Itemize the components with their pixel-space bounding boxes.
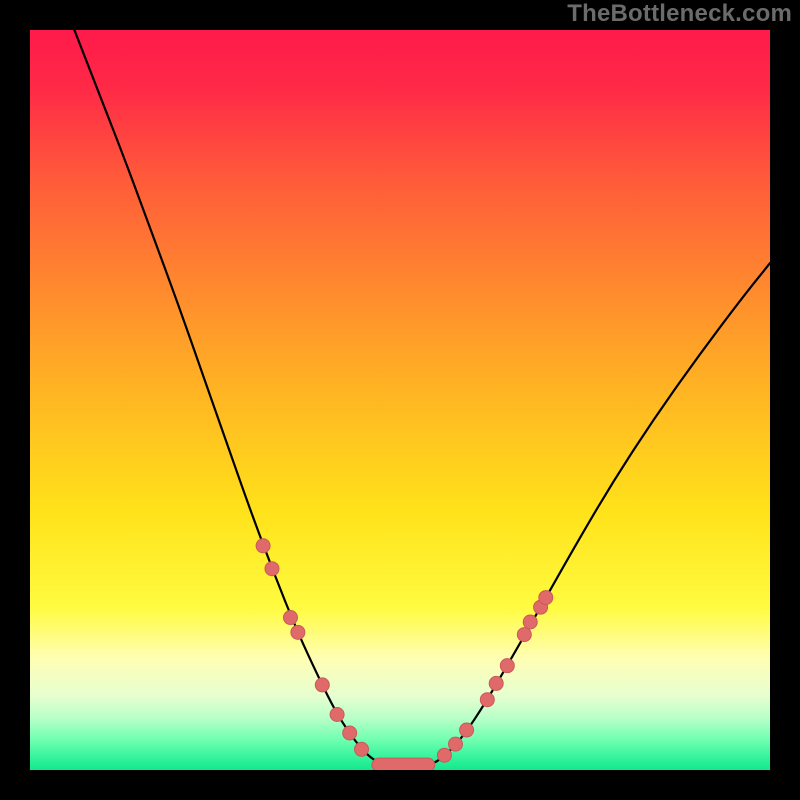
marker-dot-left	[315, 678, 329, 692]
chart-svg	[30, 30, 770, 770]
marker-dot-left	[265, 562, 279, 576]
marker-dot-left	[330, 708, 344, 722]
marker-dot-right	[500, 659, 514, 673]
marker-dot-right	[489, 676, 503, 690]
marker-bottom-bar	[372, 758, 435, 770]
bottleneck-chart	[30, 30, 770, 770]
marker-dot-right	[437, 748, 451, 762]
marker-dot-right	[523, 615, 537, 629]
marker-dot-left	[343, 726, 357, 740]
marker-dot-right	[449, 737, 463, 751]
marker-dot-right	[480, 693, 494, 707]
watermark-text: TheBottleneck.com	[567, 0, 792, 28]
marker-dot-left	[256, 539, 270, 553]
marker-dot-right	[517, 628, 531, 642]
marker-dot-left	[291, 625, 305, 639]
marker-dot-right	[460, 723, 474, 737]
gradient-background	[30, 30, 770, 770]
marker-dot-left	[355, 742, 369, 756]
marker-dot-right	[539, 591, 553, 605]
marker-dot-left	[283, 611, 297, 625]
